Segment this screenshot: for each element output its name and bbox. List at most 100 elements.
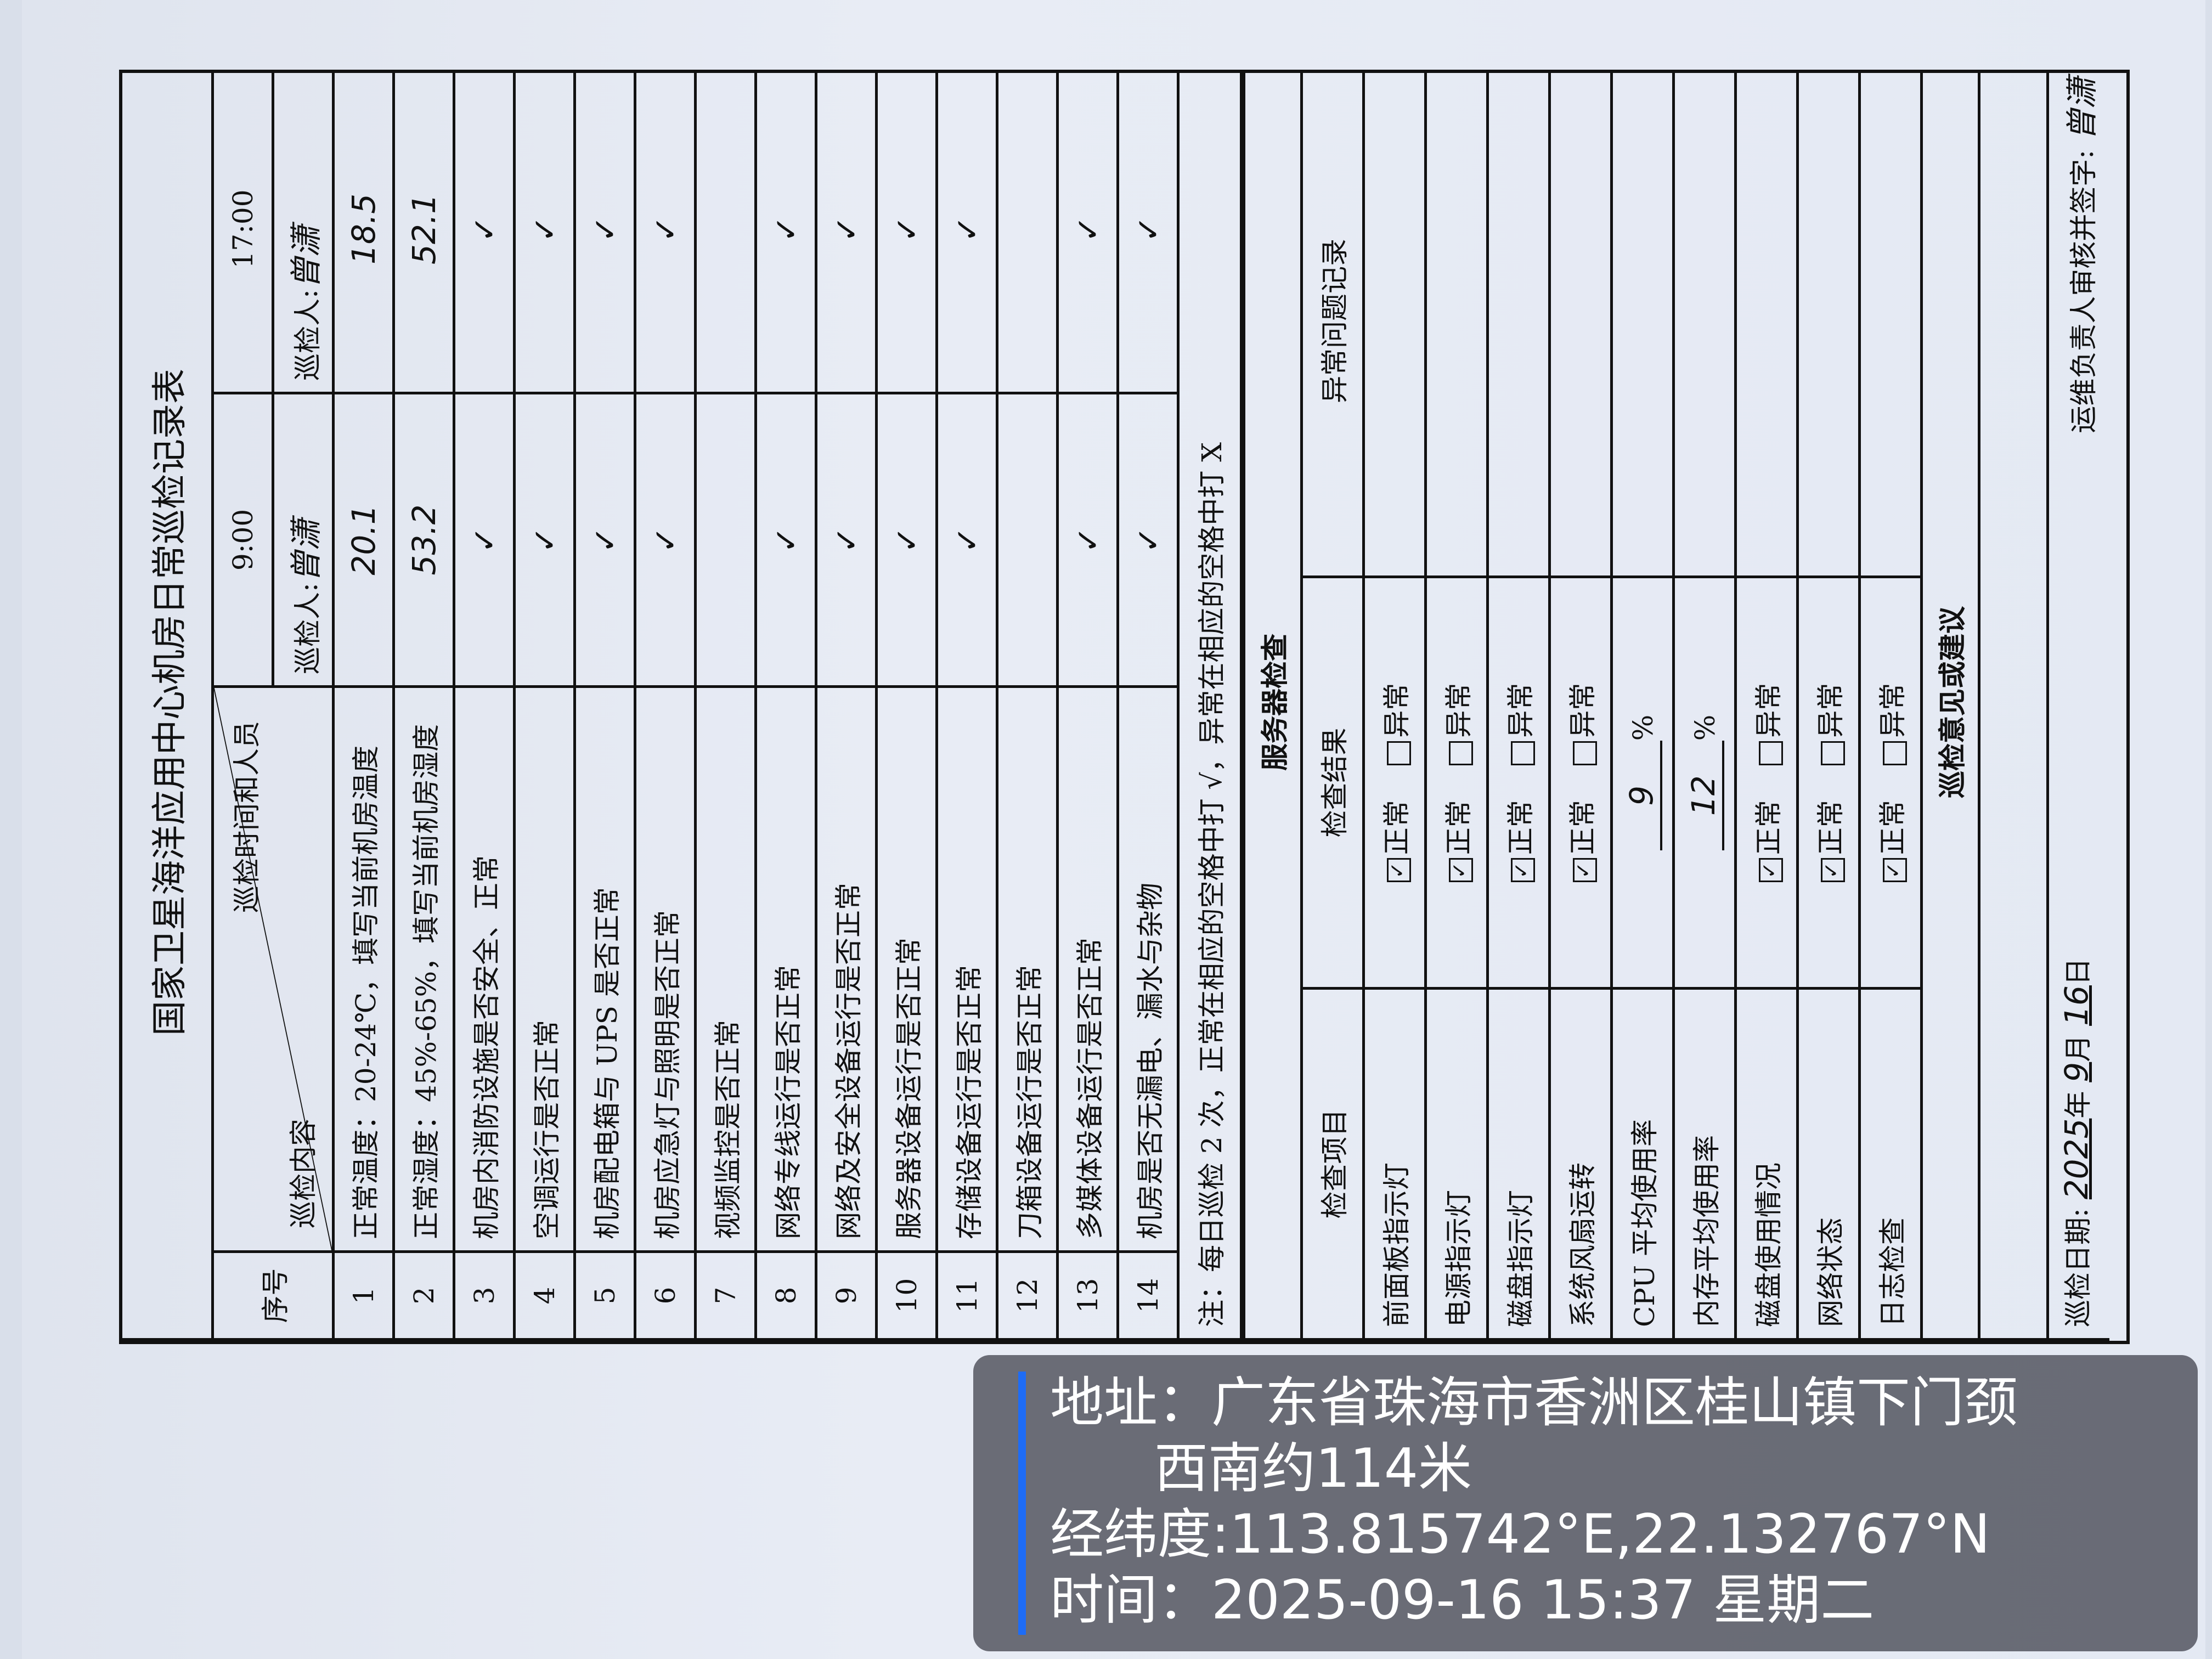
server-result: ✓正常 异常 [1735,577,1798,989]
row-am-value[interactable]: ✓ [635,393,696,687]
row-am-value[interactable] [695,393,756,687]
row-number: 6 [635,1251,696,1340]
server-issue-field[interactable] [1797,70,1860,577]
abnormal-checkbox[interactable]: 异常 [1815,683,1847,765]
row-am-value[interactable] [997,393,1058,687]
server-row: 系统风扇运转 ✓正常 异常 [1549,70,1612,1340]
row-am-value[interactable]: 20.1 [333,393,394,687]
abnormal-checkbox[interactable]: 异常 [1753,683,1785,765]
checkbox-icon: ✓ [1758,858,1783,883]
watermark-coords: 经纬度:113.815742°E,22.132767°N [1050,1503,1990,1566]
checkbox-icon [1759,741,1783,765]
server-issue-field[interactable] [1859,70,1922,577]
row-number: 7 [695,1251,756,1340]
header-time-people: 巡检时间和人员 [231,721,263,913]
row-am-value[interactable]: 53.2 [393,393,454,687]
inspection-table: 国家卫星海洋应用中心机房日常巡检记录表 序号 巡检时间和人员 巡检内容 9:00… [122,70,1243,1341]
row-am-value[interactable]: ✓ [514,393,575,687]
row-am-value[interactable]: ✓ [876,393,937,687]
row-item: 视频监控是否正常 [695,686,756,1252]
inspection-form: 国家卫星海洋应用中心机房日常巡检记录表 序号 巡检时间和人员 巡检内容 9:00… [119,70,2130,1344]
row-pm-value[interactable]: ✓ [1118,70,1178,393]
note: 注：每日巡检 2 次，正常在相应的空格中打 √，异常在相应的空格中打 X [1178,70,1242,1340]
normal-checkbox[interactable]: ✓正常 [1505,800,1537,883]
row-item: 机房配电箱与 UPS 是否正常 [574,686,635,1252]
server-issue-field[interactable] [1611,70,1674,577]
checkbox-icon [1821,741,1845,765]
opinion-title: 巡检意见或建议 [1921,70,1979,1340]
abnormal-checkbox[interactable]: 异常 [1505,683,1537,765]
percent-value[interactable]: 9 [1623,741,1662,851]
watermark-accent-bar [1018,1372,1026,1635]
abnormal-checkbox[interactable]: 异常 [1567,683,1599,765]
server-row: 日志检查 ✓正常 异常 [1859,70,1922,1340]
row-pm-value[interactable]: 18.5 [333,70,394,393]
server-result: 9% [1611,577,1674,989]
server-header-issues: 异常问题记录 [1301,70,1364,577]
row-am-value[interactable]: ✓ [936,393,997,687]
checkbox-icon [1511,741,1535,765]
row-number: 14 [1118,1251,1178,1340]
server-section-title: 服务器检查 [1244,70,1302,1340]
normal-checkbox[interactable]: ✓正常 [1567,800,1599,883]
server-issue-field[interactable] [1735,70,1798,577]
checkbox-icon [1449,741,1473,765]
row-pm-value[interactable]: ✓ [816,70,877,393]
abnormal-checkbox[interactable]: 异常 [1381,683,1413,765]
opinion-field[interactable] [1979,70,2048,1340]
row-item: 正常温度：20-24℃，填写当前机房温度 [333,686,394,1252]
server-row: 内存平均使用率 12% [1673,70,1736,1340]
normal-checkbox[interactable]: ✓正常 [1815,800,1847,883]
normal-checkbox[interactable]: ✓正常 [1877,800,1909,883]
server-issue-field[interactable] [1425,70,1488,577]
row-pm-value[interactable]: ✓ [755,70,816,393]
footer-row: 巡检日期: 2025年 9月 16日 运维负责人审核并签字: 曾潇 [2047,70,2109,1340]
row-pm-value[interactable]: ✓ [635,70,696,393]
row-am-value[interactable]: ✓ [816,393,877,687]
server-issue-field[interactable] [1673,70,1736,577]
row-pm-value[interactable]: ✓ [876,70,937,393]
server-result: ✓正常 异常 [1797,577,1860,989]
row-pm-value[interactable] [695,70,756,393]
row-pm-value[interactable]: ✓ [574,70,635,393]
row-am-value[interactable]: ✓ [1118,393,1178,687]
server-issue-field[interactable] [1487,70,1550,577]
server-item: 磁盘使用情况 [1735,988,1798,1340]
row-pm-value[interactable]: ✓ [514,70,575,393]
row-am-value[interactable]: ✓ [755,393,816,687]
header-time-am: 9:00 [212,393,273,687]
normal-checkbox[interactable]: ✓正常 [1443,800,1475,883]
abnormal-checkbox[interactable]: 异常 [1443,683,1475,765]
row-pm-value[interactable]: ✓ [1057,70,1118,393]
date-label: 巡检日期: [2062,1208,2094,1327]
row-am-value[interactable]: ✓ [1057,393,1118,687]
row-item: 空调运行是否正常 [514,686,575,1252]
row-am-value[interactable]: ✓ [574,393,635,687]
checkbox-icon: ✓ [1572,858,1597,883]
abnormal-checkbox[interactable]: 异常 [1877,683,1909,765]
checkbox-icon: ✓ [1882,858,1907,883]
server-issue-field[interactable] [1549,70,1612,577]
server-result: ✓正常 异常 [1363,577,1426,989]
server-item: 前面板指示灯 [1363,988,1426,1340]
row-number: 2 [393,1251,454,1340]
server-header-item: 检查项目 [1301,988,1364,1340]
normal-checkbox[interactable]: ✓正常 [1753,800,1785,883]
table-row: 11 存储设备运行是否正常 ✓ ✓ [936,70,997,1340]
checkbox-icon: ✓ [1448,858,1473,883]
row-pm-value[interactable]: ✓ [454,70,515,393]
checkbox-icon [1387,741,1411,765]
date-year: 2025 [2058,1118,2095,1200]
row-number: 3 [454,1251,515,1340]
normal-checkbox[interactable]: ✓正常 [1381,800,1413,883]
percent-value[interactable]: 12 [1685,741,1724,851]
form-title: 国家卫星海洋应用中心机房日常巡检记录表 [122,70,213,1340]
server-result: ✓正常 异常 [1487,577,1550,989]
checkbox-icon [1883,741,1907,765]
row-pm-value[interactable] [997,70,1058,393]
server-issue-field[interactable] [1363,70,1426,577]
row-pm-value[interactable]: ✓ [936,70,997,393]
row-pm-value[interactable]: 52.1 [393,70,454,393]
server-item: 系统风扇运转 [1549,988,1612,1340]
row-am-value[interactable]: ✓ [454,393,515,687]
